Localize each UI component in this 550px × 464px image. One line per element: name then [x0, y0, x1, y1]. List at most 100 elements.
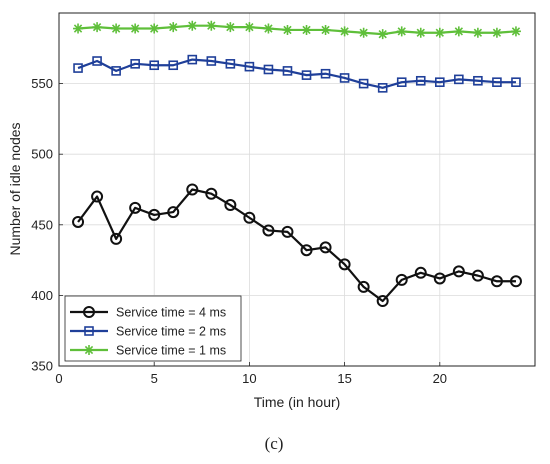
- data-point: [415, 27, 426, 38]
- legend-marker: [84, 326, 94, 336]
- data-point: [148, 208, 161, 221]
- series-2: [73, 54, 521, 93]
- x-axis-title: Time (in hour): [254, 394, 341, 410]
- legend-label: Service time = 1 ms: [116, 344, 226, 358]
- data-point: [281, 225, 294, 238]
- data-point: [358, 27, 369, 38]
- data-point: [187, 54, 198, 65]
- data-point: [453, 26, 464, 37]
- data-point: [377, 29, 388, 40]
- legend-entry: Service time = 2 ms: [70, 325, 226, 339]
- data-point: [92, 22, 103, 33]
- series-line: [77, 188, 516, 303]
- data-point: [225, 22, 236, 33]
- data-point: [224, 199, 237, 212]
- data-point: [434, 77, 445, 87]
- data-point: [491, 27, 502, 38]
- data-point: [168, 60, 179, 71]
- y-tick-label: 500: [31, 147, 53, 162]
- data-point: [454, 74, 464, 85]
- data-point: [510, 26, 521, 37]
- series-1: [72, 183, 522, 308]
- legend-entry: Service time = 4 ms: [70, 306, 226, 320]
- y-axis-title: Number of idle nodes: [7, 122, 23, 255]
- x-tick-label: 15: [337, 371, 351, 386]
- plot-area-frame: [58, 12, 536, 367]
- data-point: [92, 56, 102, 66]
- legend-marker: [84, 345, 94, 355]
- x-tick-label: 20: [433, 371, 447, 386]
- data-point: [243, 211, 256, 224]
- data-point: [320, 24, 331, 35]
- data-point: [358, 78, 369, 89]
- data-point: [357, 280, 370, 293]
- series-line: [77, 24, 517, 36]
- data-point: [149, 23, 160, 34]
- data-point: [187, 20, 198, 31]
- data-point: [111, 23, 122, 34]
- data-point: [244, 22, 255, 33]
- data-point: [282, 24, 293, 35]
- series-3: [73, 20, 521, 40]
- data-point: [396, 26, 407, 37]
- legend: Service time = 4 ms Service time = 2 ms Se…: [64, 295, 242, 362]
- data-point: [129, 201, 142, 214]
- data-point: [130, 23, 141, 34]
- data-point: [395, 273, 408, 286]
- data-point: [73, 63, 83, 73]
- data-point: [263, 64, 274, 75]
- data-point: [338, 258, 351, 271]
- data-point: [73, 23, 84, 34]
- data-point: [130, 59, 140, 69]
- data-point: [91, 190, 104, 203]
- data-point: [149, 60, 159, 71]
- data-point: [263, 23, 274, 34]
- data-point: [452, 265, 465, 278]
- data-point: [168, 22, 179, 33]
- y-tick-label: 350: [31, 359, 53, 374]
- x-tick-label: 0: [55, 371, 62, 386]
- data-point: [415, 75, 426, 86]
- data-point: [244, 61, 255, 72]
- series-lines: [72, 20, 522, 308]
- data-point: [319, 241, 332, 254]
- data-point: [206, 20, 217, 31]
- data-point: [434, 27, 445, 38]
- grid-lines: [59, 13, 535, 366]
- data-point: [509, 275, 522, 288]
- data-point: [167, 206, 180, 219]
- data-point: [339, 26, 350, 37]
- data-point: [205, 187, 218, 200]
- data-point: [376, 295, 389, 308]
- data-point: [72, 215, 85, 228]
- data-point: [492, 77, 502, 87]
- data-point: [414, 266, 427, 279]
- data-point: [301, 70, 312, 80]
- data-point: [282, 66, 293, 76]
- data-point: [320, 68, 331, 79]
- data-point: [301, 24, 312, 35]
- y-tick-label: 400: [31, 288, 53, 303]
- y-tick-label: 550: [31, 76, 53, 91]
- data-point: [511, 77, 521, 87]
- data-point: [110, 232, 123, 245]
- legend-entry: Service time = 1 ms: [70, 344, 226, 358]
- data-point: [377, 83, 388, 93]
- data-point: [472, 27, 483, 38]
- data-point: [225, 59, 236, 69]
- data-point: [339, 73, 350, 83]
- data-point: [433, 272, 446, 285]
- data-point: [473, 75, 483, 86]
- axis-ticks: 0 5 10 15 20 350 400 450 500 550: [31, 76, 447, 386]
- x-tick-label: 10: [242, 371, 256, 386]
- data-point: [471, 269, 484, 282]
- data-point: [300, 244, 313, 257]
- data-point: [490, 275, 503, 288]
- data-point: [111, 66, 121, 76]
- data-point: [396, 77, 407, 87]
- x-tick-label: 5: [151, 371, 158, 386]
- y-tick-label: 450: [31, 217, 53, 232]
- data-point: [186, 183, 199, 196]
